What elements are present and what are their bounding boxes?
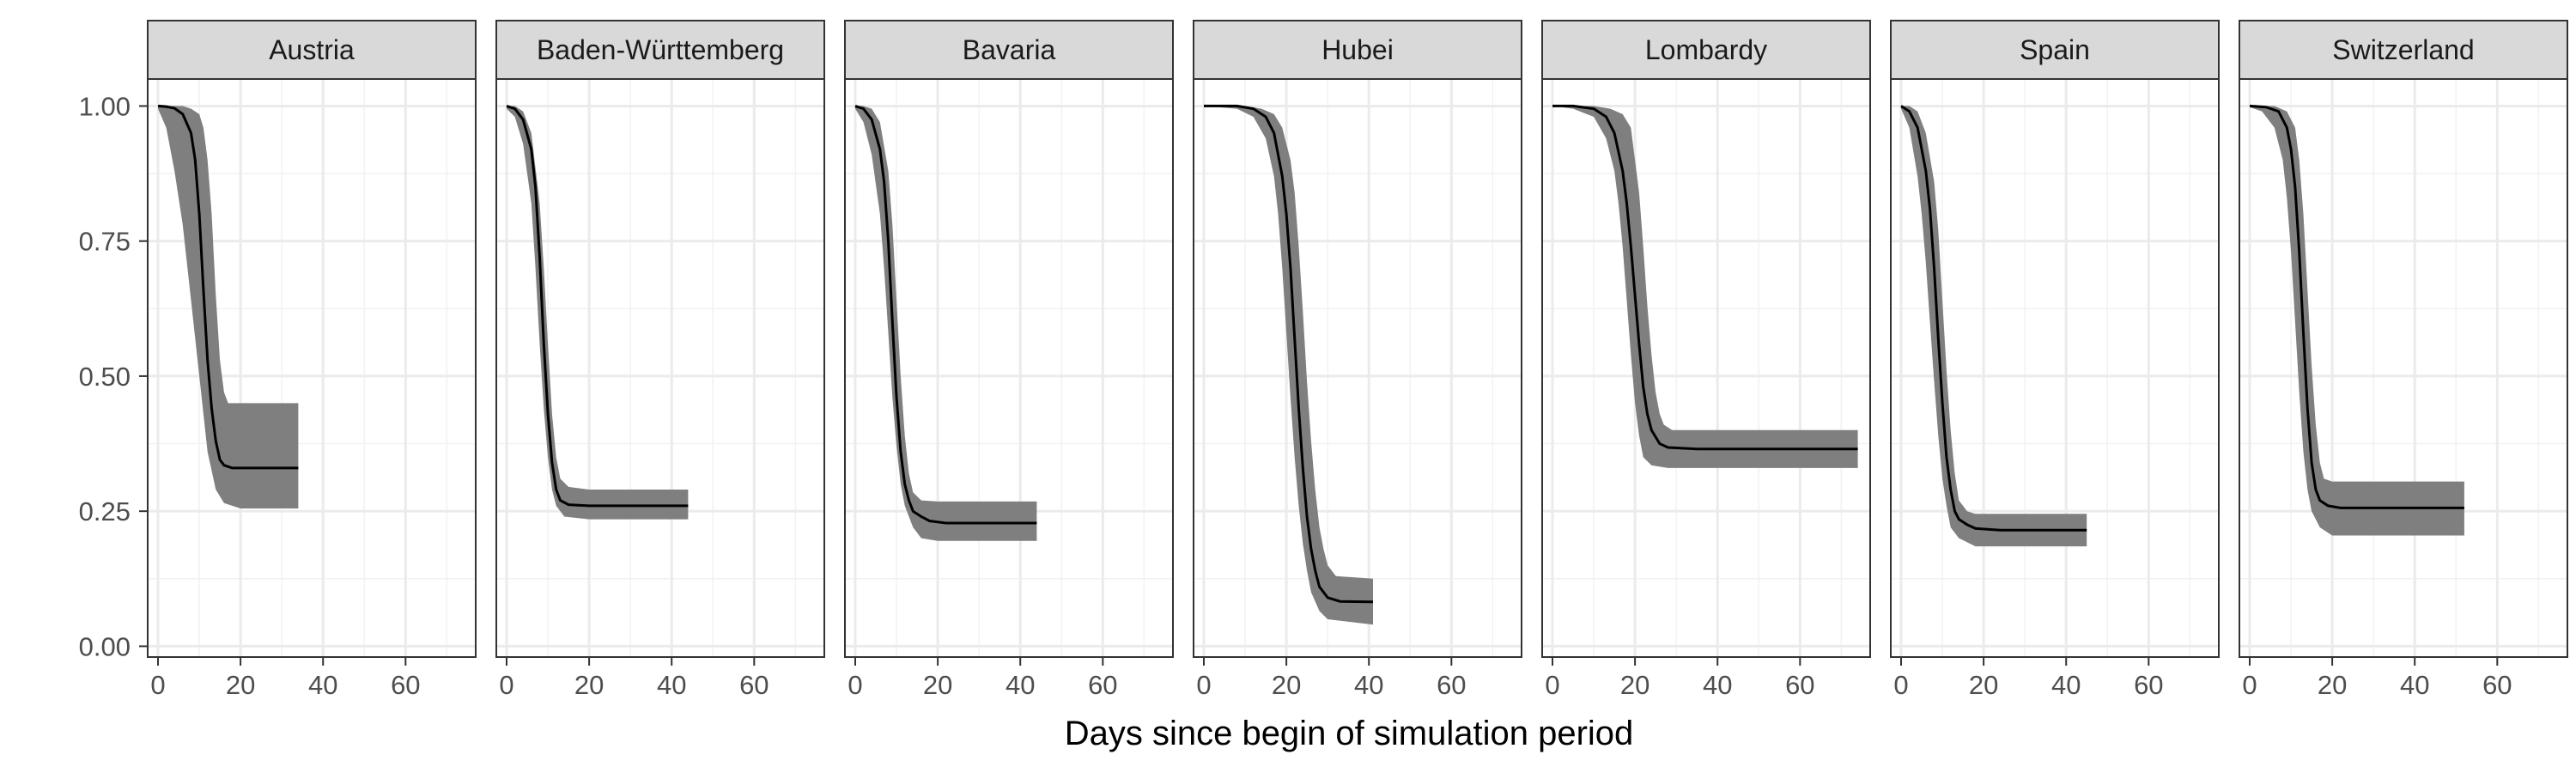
facet-label: Baden-Württemberg bbox=[537, 34, 784, 65]
x-tick-label: 0 bbox=[150, 670, 165, 700]
facet-label: Spain bbox=[2020, 34, 2090, 65]
x-tick-label: 60 bbox=[1088, 670, 1117, 700]
series-line bbox=[854, 104, 1037, 525]
x-tick-label: 40 bbox=[1354, 670, 1383, 700]
x-tick-label: 60 bbox=[1437, 670, 1466, 700]
uncertainty-band bbox=[158, 106, 299, 509]
x-tick-label: 60 bbox=[2134, 670, 2163, 700]
facet-strip bbox=[1541, 20, 1871, 80]
x-tick-label: 20 bbox=[923, 670, 952, 700]
facet-strip bbox=[1193, 20, 1522, 80]
x-tick-label: 0 bbox=[1893, 670, 1908, 700]
y-tick-label: 0.25 bbox=[79, 496, 131, 526]
y-tick-label: 0.50 bbox=[79, 362, 131, 392]
facet-label: Lombardy bbox=[1645, 34, 1767, 65]
x-tick-label: 0 bbox=[499, 670, 513, 700]
x-tick-label: 20 bbox=[1272, 670, 1301, 700]
facet-label: Switzerland bbox=[2332, 34, 2474, 65]
y-tick-label: 0.00 bbox=[79, 631, 131, 661]
x-tick-label: 60 bbox=[739, 670, 769, 700]
x-tick-label: 40 bbox=[308, 670, 337, 700]
uncertainty-band bbox=[1901, 106, 2087, 547]
facet-panel: Spain 0 20 40 60 bbox=[1890, 20, 2220, 700]
y-axis: 0.00 0.25 0.50 0.75 1.00 bbox=[79, 91, 148, 661]
x-tick-label: 40 bbox=[2051, 670, 2081, 700]
facet-strip bbox=[844, 20, 1174, 80]
x-tick-label: 60 bbox=[2482, 670, 2512, 700]
facet-panel: Bavaria 0 20 40 60 bbox=[844, 20, 1174, 700]
facet-strip bbox=[147, 20, 477, 80]
uncertainty-band bbox=[2250, 106, 2464, 536]
series-line bbox=[2249, 104, 2464, 509]
facet-panel: Lombardy 0 20 40 60 bbox=[1541, 20, 1871, 700]
facet-panel: Baden-Württemberg 0 20 40 60 bbox=[495, 20, 825, 700]
x-tick-label: 40 bbox=[2400, 670, 2429, 700]
x-tick-label: 20 bbox=[226, 670, 255, 700]
x-tick-label: 40 bbox=[1703, 670, 1732, 700]
x-tick-label: 20 bbox=[1969, 670, 1998, 700]
facet-label: Hubei bbox=[1321, 34, 1394, 65]
series-line bbox=[1204, 104, 1374, 604]
facet-label: Bavaria bbox=[963, 34, 1056, 65]
x-tick-label: 40 bbox=[1005, 670, 1035, 700]
panel-background bbox=[1194, 79, 1522, 657]
x-tick-label: 20 bbox=[574, 670, 604, 700]
panel-background bbox=[496, 79, 824, 657]
facet-panel: Austria 0 20 40 60 bbox=[147, 20, 477, 700]
series-line bbox=[1900, 105, 2087, 532]
facet-panel: Hubei 0 20 40 60 bbox=[1193, 20, 1522, 700]
facet-panel: Switzerland 0 20 40 60 bbox=[2239, 20, 2568, 700]
x-axis-title: Days since begin of simulation period bbox=[1065, 715, 1634, 752]
series-line bbox=[506, 104, 689, 508]
x-tick-label: 20 bbox=[2318, 670, 2347, 700]
facet-strip bbox=[495, 20, 825, 80]
facet-strip bbox=[1890, 20, 2220, 80]
x-tick-label: 0 bbox=[2242, 670, 2257, 700]
x-tick-label: 60 bbox=[1785, 670, 1814, 700]
y-tick-label: 0.75 bbox=[79, 227, 131, 257]
facet-label: Austria bbox=[269, 34, 355, 65]
uncertainty-band bbox=[1204, 106, 1373, 625]
x-tick-label: 40 bbox=[657, 670, 686, 700]
series-line bbox=[157, 104, 299, 470]
facet-strip bbox=[2239, 20, 2568, 80]
uncertainty-band bbox=[507, 106, 689, 520]
series-line bbox=[1552, 104, 1858, 451]
x-tick-label: 0 bbox=[848, 670, 862, 700]
y-tick-label: 1.00 bbox=[79, 91, 131, 121]
uncertainty-band bbox=[855, 106, 1037, 541]
x-tick-label: 0 bbox=[1196, 670, 1211, 700]
x-tick-label: 0 bbox=[1545, 670, 1559, 700]
uncertainty-band bbox=[1552, 106, 1858, 468]
panel-background bbox=[1542, 79, 1870, 657]
x-tick-label: 60 bbox=[391, 670, 420, 700]
x-tick-label: 20 bbox=[1620, 670, 1649, 700]
